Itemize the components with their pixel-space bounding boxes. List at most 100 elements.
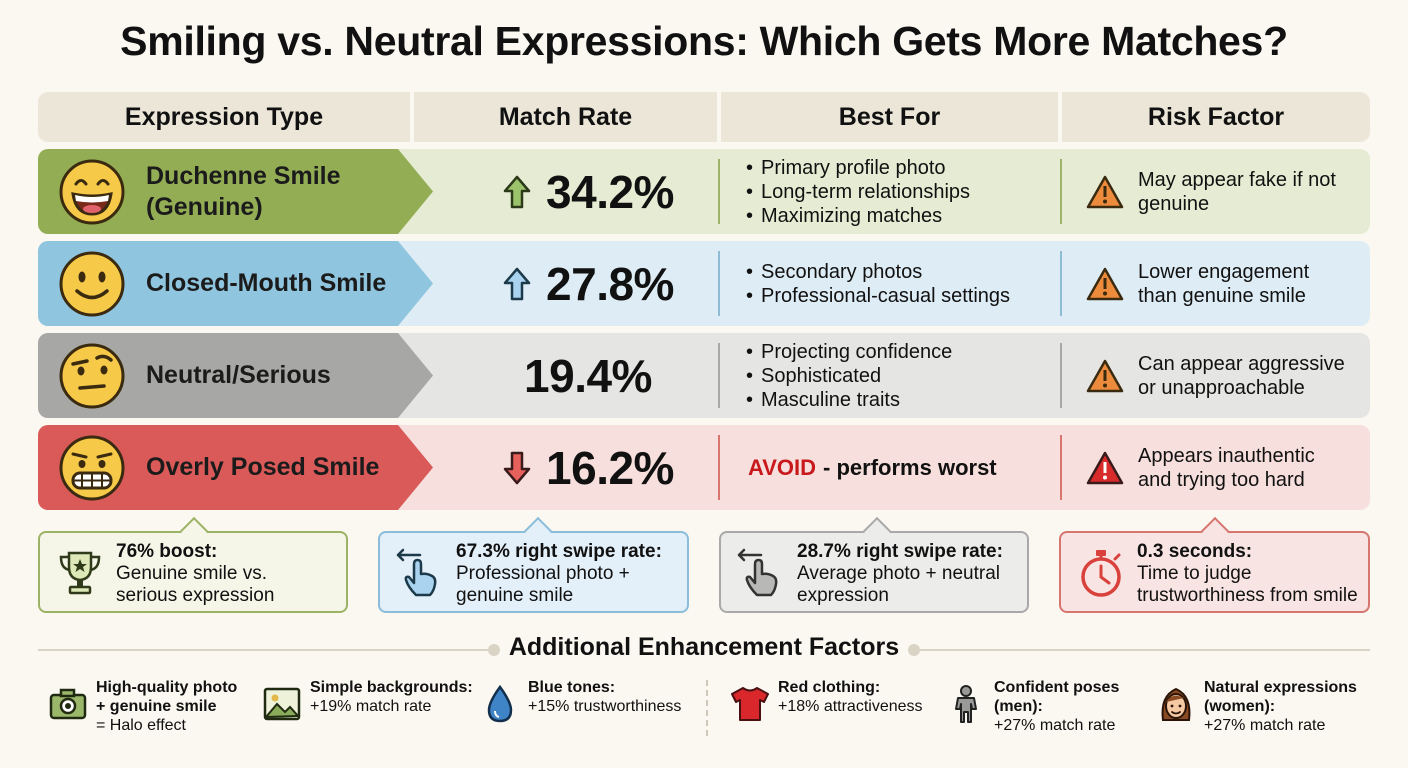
- cell-divider: [1060, 159, 1062, 224]
- warning-icon: [1086, 175, 1124, 208]
- cell-divider: [718, 251, 720, 316]
- risk-text: Can appear aggressive or unapproachable: [1138, 352, 1345, 399]
- match-rate-value: 19.4%: [524, 349, 652, 402]
- risk-factor-cell: Can appear aggressive or unapproachable: [1086, 333, 1368, 418]
- match-rate-cell: 34.2%: [458, 149, 718, 234]
- list-item: Primary profile photo: [746, 156, 970, 180]
- risk-text: Appears inauthentic and trying too hard: [1138, 444, 1315, 491]
- callout-judge-time: 0.3 seconds: Time to judge trustworthine…: [1059, 516, 1370, 613]
- swipe-hand-icon: [396, 548, 437, 597]
- risk-factor-cell: May appear fake if not genuine: [1086, 149, 1338, 234]
- match-rate-value: 16.2%: [546, 441, 674, 494]
- expression-name: Closed-Mouth Smile: [146, 269, 387, 297]
- avoid-label: AVOID: [748, 454, 817, 480]
- expression-name: Overly Posed Smile: [146, 453, 380, 481]
- match-rate-value: 27.8%: [546, 257, 674, 310]
- section-divider-left: [38, 649, 494, 651]
- factor-label: Confident poses (men):: [994, 679, 1120, 715]
- factor-label: Red clothing:: [778, 679, 881, 696]
- callout-stat: 76% boost:: [116, 541, 218, 562]
- warning-icon: [1086, 267, 1124, 300]
- callout-description: Time to judge trustworthiness from smile: [1137, 563, 1358, 606]
- cell-divider: [718, 435, 720, 500]
- factor-item: High-quality photo + genuine smile = Hal…: [48, 678, 246, 735]
- woman-face-icon: [1161, 687, 1191, 721]
- smiling-face-icon: [58, 250, 126, 318]
- risk-factor-cell: Appears inauthentic and trying too hard: [1086, 425, 1348, 510]
- arrow-up-icon: [503, 175, 531, 208]
- swipe-hand-icon: [737, 548, 778, 597]
- column-header-expression-type: Expression Type: [38, 92, 410, 142]
- table-row-duchenne-smile: Duchenne Smile(Genuine) 34.2% Primary pr…: [38, 149, 1370, 234]
- factor-text: Simple backgrounds: +19% match rate: [310, 678, 473, 724]
- raised-eyebrow-face-icon: [58, 342, 126, 410]
- cell-divider: [718, 159, 720, 224]
- column-header-match-rate: Match Rate: [414, 92, 717, 142]
- callout-stat: 28.7% right swipe rate:: [797, 541, 1003, 562]
- factor-text: Natural expressions (women): +27% match …: [1204, 678, 1364, 735]
- avoid-note: AVOID - performs worst: [748, 425, 997, 510]
- callout-professional-swipe-rate: 67.3% right swipe rate: Professional pho…: [378, 516, 689, 613]
- section-heading: Additional Enhancement Factors: [508, 633, 900, 661]
- callout-stat: 67.3% right swipe rate:: [456, 541, 662, 562]
- arrow-down-icon: [503, 451, 531, 484]
- factor-label: Natural expressions (women):: [1204, 679, 1357, 715]
- cell-divider: [1060, 435, 1062, 500]
- arrow-up-icon: [503, 267, 531, 300]
- table-row-overly-posed-smile: Overly Posed Smile 16.2% AVOID - perform…: [38, 425, 1370, 510]
- factor-value: +15% trustworthiness: [528, 698, 682, 715]
- best-for-list: Projecting confidence Sophisticated Masc…: [746, 333, 952, 418]
- avoid-text: - performs worst: [823, 454, 997, 480]
- factor-item: Red clothing: +18% attractiveness: [730, 678, 923, 724]
- list-item: Secondary photos: [746, 260, 1010, 284]
- expression-name: Duchenne Smile (Genuine): [146, 149, 341, 234]
- table-row-closed-mouth-smile: Closed-Mouth Smile 27.8% Secondary photo…: [38, 241, 1370, 326]
- callout-description: Average photo + neutral expression: [797, 563, 1000, 606]
- risk-text: May appear fake if not genuine: [1138, 168, 1336, 215]
- match-rate-value: 34.2%: [546, 165, 674, 218]
- grimacing-face-icon: [58, 434, 126, 502]
- callout-description: Professional photo + genuine smile: [456, 563, 630, 606]
- trophy-icon: [59, 551, 101, 595]
- expression-name-line2: (Genuine): [146, 192, 263, 221]
- callout-stat: 0.3 seconds:: [1137, 541, 1253, 562]
- page-title: Smiling vs. Neutral Expressions: Which G…: [120, 18, 1288, 64]
- callout-text: 0.3 seconds: Time to judge trustworthine…: [1137, 541, 1367, 607]
- stopwatch-icon: [1081, 550, 1121, 597]
- callout-average-swipe-rate: 28.7% right swipe rate: Average photo + …: [719, 516, 1029, 613]
- factor-value: +27% match rate: [994, 717, 1116, 734]
- cell-divider: [1060, 251, 1062, 316]
- factor-label: High-quality photo + genuine smile: [96, 679, 238, 715]
- laughing-face-icon: [58, 158, 126, 226]
- factor-item: Blue tones: +15% trustworthiness: [480, 678, 681, 724]
- divider-dot: [908, 644, 920, 656]
- list-item: Professional-casual settings: [746, 284, 1010, 308]
- landscape-image-icon: [263, 687, 301, 721]
- callout-text: 28.7% right swipe rate: Average photo + …: [797, 541, 1017, 607]
- callout-boost: 76% boost: Genuine smile vs. serious exp…: [38, 516, 348, 613]
- warning-icon: [1086, 451, 1124, 484]
- list-item: Maximizing matches: [746, 204, 970, 228]
- expression-name: Neutral/Serious: [146, 361, 331, 389]
- factor-item: Natural expressions (women): +27% match …: [1156, 678, 1364, 735]
- callout-description: Genuine smile vs. serious expression: [116, 563, 275, 606]
- cell-divider: [718, 343, 720, 408]
- warning-icon: [1086, 359, 1124, 392]
- factor-label: Simple backgrounds:: [310, 679, 473, 696]
- factor-label: Blue tones:: [528, 679, 616, 696]
- match-rate-cell: 27.8%: [458, 241, 718, 326]
- factor-value: +27% match rate: [1204, 717, 1326, 734]
- factor-group-divider: [706, 680, 708, 736]
- column-header-best-for: Best For: [721, 92, 1058, 142]
- list-item: Masculine traits: [746, 388, 952, 412]
- list-item: Projecting confidence: [746, 340, 952, 364]
- expression-name-line1: Duchenne Smile: [146, 161, 341, 190]
- factor-item: Confident poses (men): +27% match rate: [946, 678, 1124, 735]
- match-rate-cell: 16.2%: [458, 425, 718, 510]
- section-divider-right: [914, 649, 1370, 651]
- factor-text: Confident poses (men): +27% match rate: [994, 678, 1124, 735]
- callout-text: 67.3% right swipe rate: Professional pho…: [456, 541, 662, 607]
- factor-item: Simple backgrounds: +19% match rate: [262, 678, 473, 724]
- table-row-neutral-serious: Neutral/Serious 19.4% Projecting confide…: [38, 333, 1370, 418]
- column-header-risk-factor: Risk Factor: [1062, 92, 1370, 142]
